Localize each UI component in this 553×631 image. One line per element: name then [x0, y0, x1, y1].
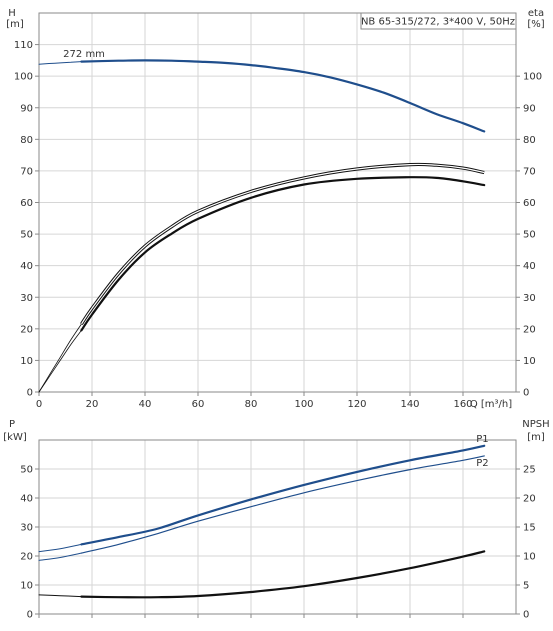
- y2-tick-label: 70: [523, 166, 536, 177]
- y-tick-label: 20: [20, 552, 33, 563]
- series-line-eta-total-ext: [38, 330, 82, 393]
- series-line-eta-hyd-ext: [38, 323, 82, 393]
- power-npsh-panel: 0 10 20 30 40 50 0 5 10 15 20 25 P [kW] NPSH [m] P1 P2: [3, 419, 549, 621]
- y2-tick-label: 90: [523, 103, 536, 114]
- series-line-head-ext: [38, 61, 82, 65]
- curve-annotation: 272 mm: [63, 49, 105, 60]
- series-line-eta-total: [80, 176, 486, 332]
- y-tick-label: 0: [27, 388, 33, 399]
- x-tick-label: 100: [294, 399, 313, 410]
- y2-axis-label: NPSH: [522, 419, 549, 430]
- y-tick-label: 20: [20, 324, 33, 335]
- x-tick-label: 160: [453, 399, 472, 410]
- y2-axis-unit: [m]: [527, 432, 545, 443]
- y-tick-label: 10: [20, 356, 33, 367]
- series-line-npsh-ext: [38, 594, 82, 598]
- y2-tick-label: 15: [523, 523, 536, 534]
- y2-tick-label: 100: [523, 72, 542, 83]
- y-tick-label: 50: [20, 465, 33, 476]
- y-tick-label: 0: [27, 610, 33, 621]
- y-axis-unit: [m]: [6, 19, 24, 30]
- y2-tick-label: 5: [523, 581, 529, 592]
- chart-title: NB 65-315/272, 3*400 V, 50Hz: [361, 17, 515, 28]
- x-tick-label: 80: [245, 399, 258, 410]
- y2-tick-label: 20: [523, 494, 536, 505]
- series-line-p2: [80, 455, 485, 554]
- y2-axis-unit: [%]: [527, 19, 544, 30]
- y2-tick-label: 0: [523, 610, 529, 621]
- y2-tick-label: 80: [523, 135, 536, 146]
- y2-tick-label: 10: [523, 356, 536, 367]
- x-tick-label: 0: [36, 399, 42, 410]
- y-axis-label: H: [8, 8, 16, 19]
- y2-tick-label: 30: [523, 293, 536, 304]
- y-tick-label: 40: [20, 494, 33, 505]
- y-tick-label: 100: [14, 72, 33, 83]
- y-axis-unit: [kW]: [3, 432, 27, 443]
- y2-axis-label: eta: [528, 8, 544, 19]
- y2-tick-label: 60: [523, 198, 536, 209]
- series-line-p1: [80, 444, 486, 546]
- series-line-eta-hyd-inner: [80, 163, 485, 325]
- x-tick-label: 60: [192, 399, 205, 410]
- y2-tick-label: 40: [523, 261, 536, 272]
- y2-tick-label: 50: [523, 230, 536, 241]
- series-label-p2: P2: [476, 458, 488, 469]
- x-tick-label: 140: [400, 399, 419, 410]
- x-tick-label: 20: [86, 399, 99, 410]
- x-tick-label: 120: [347, 399, 366, 410]
- y-axis-label: P: [9, 419, 15, 430]
- y-tick-label: 110: [14, 40, 33, 51]
- y-tick-label: 70: [20, 166, 33, 177]
- x-axis-label: Q [m³/h]: [470, 399, 512, 410]
- y2-tick-label: 25: [523, 465, 536, 476]
- y-tick-label: 60: [20, 198, 33, 209]
- y-tick-label: 50: [20, 230, 33, 241]
- y2-tick-label: 20: [523, 324, 536, 335]
- y-tick-label: 40: [20, 261, 33, 272]
- y-tick-label: 80: [20, 135, 33, 146]
- series-label-p1: P1: [476, 434, 488, 445]
- title-box: [360, 12, 517, 30]
- y2-tick-label: 0: [523, 388, 529, 399]
- x-tick-label: 40: [139, 399, 152, 410]
- series-line-npsh: [80, 550, 486, 599]
- y-tick-label: 90: [20, 103, 33, 114]
- series-line-head: [80, 59, 486, 133]
- y2-tick-label: 10: [523, 552, 536, 563]
- y-tick-label: 30: [20, 523, 33, 534]
- y-tick-label: 10: [20, 581, 33, 592]
- head-efficiency-panel: 0 10 20 30 40 50 60 70 80 90 100 110 0 10 20 30 40 50 60 70…: [6, 8, 545, 410]
- series-line-p1-ext: [38, 543, 82, 553]
- series-line-p2-ext: [38, 552, 82, 561]
- y-tick-label: 30: [20, 293, 33, 304]
